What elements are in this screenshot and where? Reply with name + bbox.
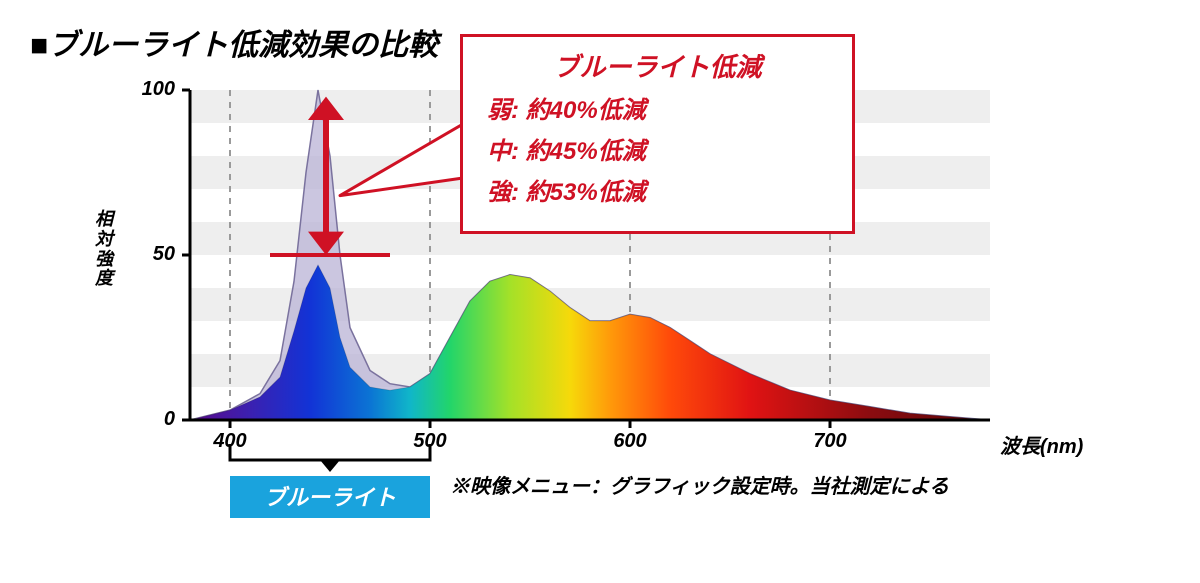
reduction-callout: ブルーライト低減 弱: 約40%低減 中: 約45%低減 強: 約53%低減 <box>460 34 855 234</box>
blue-light-band-label: ブルーライト <box>230 476 430 518</box>
x-tick-700: 700 <box>805 430 855 453</box>
x-axis-label: 波長(nm) <box>1000 430 1083 459</box>
footnote: ※映像メニュー：グラフィック設定時。当社測定による <box>450 470 949 499</box>
callout-row-weak: 弱: 約40%低減 <box>487 90 828 125</box>
y-tick-100: 100 <box>135 78 175 101</box>
callout-row-strong: 強: 約53%低減 <box>487 172 828 207</box>
x-tick-600: 600 <box>605 430 655 453</box>
y-tick-0: 0 <box>135 408 175 431</box>
callout-row-medium: 中: 約45%低減 <box>487 131 828 166</box>
y-axis-label: 相対強度 <box>95 210 113 289</box>
x-tick-400: 400 <box>205 430 255 453</box>
x-tick-500: 500 <box>405 430 455 453</box>
y-tick-50: 50 <box>135 243 175 266</box>
callout-header: ブルーライト低減 <box>487 47 828 84</box>
